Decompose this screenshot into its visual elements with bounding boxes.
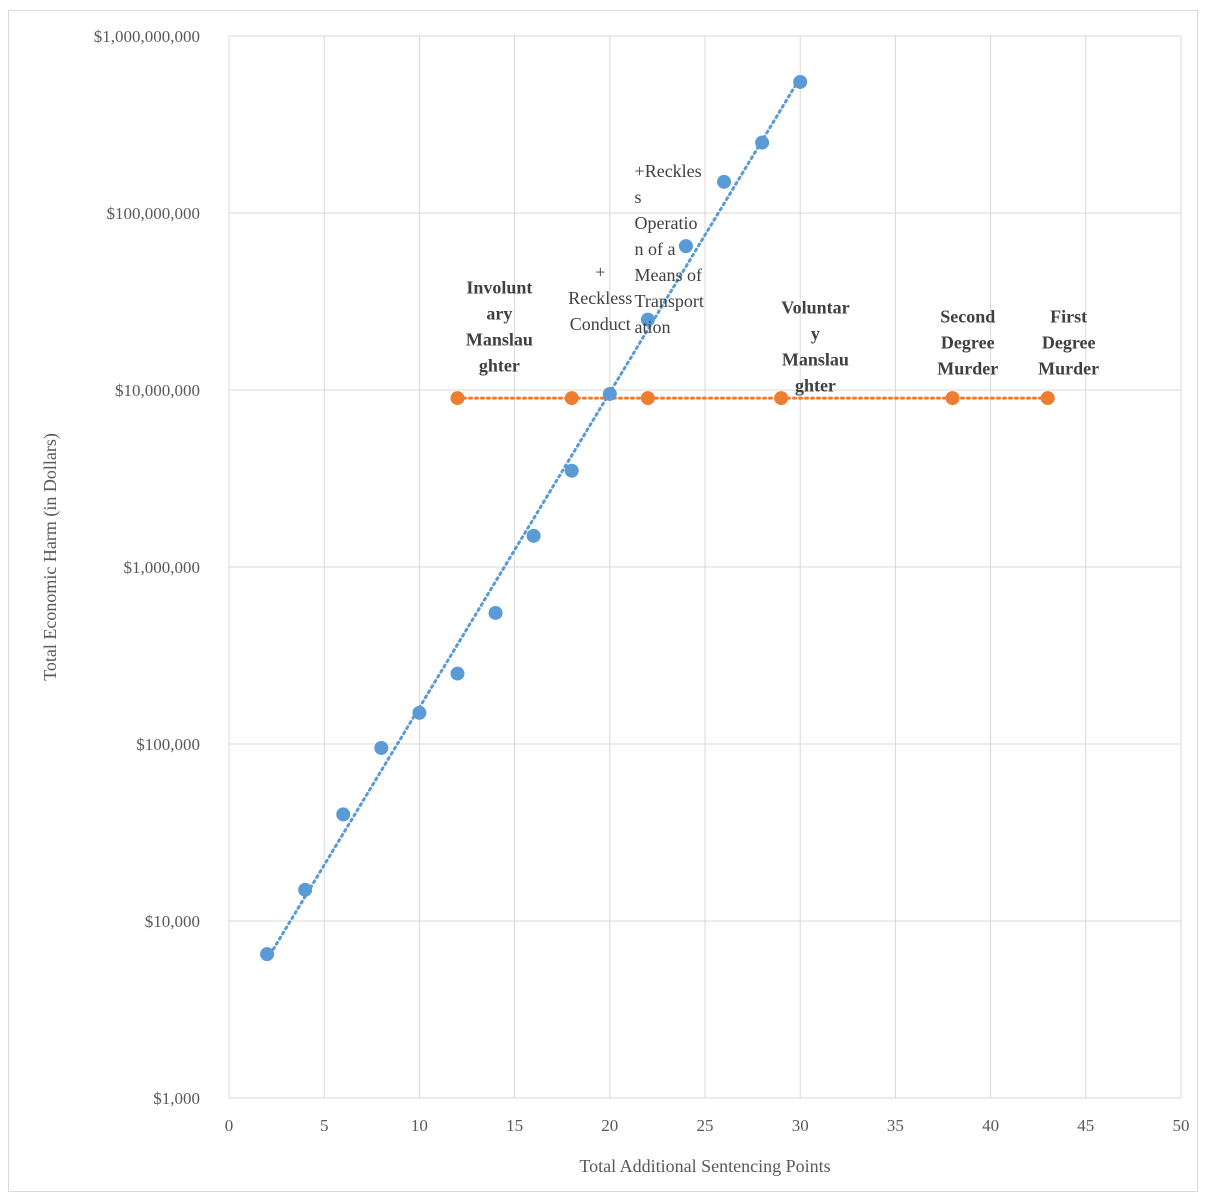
grid-layer xyxy=(228,35,1182,1099)
y-tick-label: $1,000,000 xyxy=(124,558,201,577)
annotation-line: Operatio xyxy=(635,213,698,233)
annotation-line: Manslau xyxy=(782,350,849,370)
annotation-label: + Reckless Conduct xyxy=(568,262,632,334)
annotation-line: n of a xyxy=(635,239,676,259)
annotation-line: ary xyxy=(486,304,512,324)
x-tick-label: 15 xyxy=(506,1116,523,1135)
series-1-point xyxy=(945,391,960,406)
annotation-line: ghter xyxy=(479,356,520,376)
x-tick-label: 35 xyxy=(887,1116,904,1135)
annotation-layer: Involunt ary Manslau ghter+ Reckless Conduct+… xyxy=(466,161,1099,396)
series-0-point xyxy=(298,882,313,897)
y-tick-label: $10,000,000 xyxy=(115,381,200,400)
series-0-point xyxy=(260,947,275,962)
x-tick-label: 0 xyxy=(225,1116,234,1135)
annotation-line: Involunt xyxy=(466,278,532,298)
y-tick-label: $1,000 xyxy=(153,1089,200,1108)
annotation-line: Degree xyxy=(1042,333,1096,353)
annotation-line: Conduct xyxy=(570,314,631,334)
annotation-label: Second Degree Murder xyxy=(937,307,998,379)
x-tick-label: 40 xyxy=(982,1116,999,1135)
y-tick-label: $1,000,000,000 xyxy=(94,27,200,46)
annotation-line: Manslau xyxy=(466,330,533,350)
annotation-line: Means of xyxy=(635,265,702,285)
series-0-point xyxy=(374,740,389,755)
series-0-point xyxy=(450,666,465,681)
annotation-line: First xyxy=(1050,307,1087,327)
series-0-point xyxy=(526,528,541,543)
point-layer xyxy=(260,74,1055,962)
annotation-line: + xyxy=(595,262,605,282)
x-tick-label: 50 xyxy=(1173,1116,1190,1135)
annotation-line: +Reckles xyxy=(635,161,702,181)
series-0-point xyxy=(678,239,693,254)
y-axis-title: Total Economic Harm (in Dollars) xyxy=(40,433,61,681)
series-1-point xyxy=(774,391,789,406)
trendline-layer xyxy=(265,76,1050,962)
series-1-point xyxy=(1040,391,1055,406)
annotation-line: Second xyxy=(940,307,995,327)
series-1-point xyxy=(640,391,655,406)
annotation-line: Transport xyxy=(635,291,704,311)
series-0-point xyxy=(755,135,770,150)
series-1-point xyxy=(450,391,465,406)
annotation-label: +Reckles s Operatio n of a Means of Transport… xyxy=(635,161,704,337)
series-0-point xyxy=(640,312,655,327)
y-tick-label: $10,000 xyxy=(145,912,200,931)
series-0-point xyxy=(412,705,427,720)
annotation-line: ghter xyxy=(795,376,836,396)
x-tick-label: 10 xyxy=(411,1116,428,1135)
chart-frame xyxy=(8,10,1198,1192)
series-0-point xyxy=(717,174,732,189)
x-tick-label: 25 xyxy=(697,1116,714,1135)
annotation-label: First Degree Murder xyxy=(1038,307,1099,379)
series-0-point xyxy=(564,463,579,478)
axis-layer: 0 5 10 15 20 25 30 35 40 45 50 $1,000 $10,000 $100,00… xyxy=(94,27,1190,1135)
series-0-point xyxy=(793,74,808,89)
x-tick-label: 30 xyxy=(792,1116,809,1135)
annotation-line: y xyxy=(811,324,820,344)
series-1-point xyxy=(564,391,579,406)
annotation-line: ation xyxy=(635,317,671,337)
annotation-label: Involunt ary Manslau ghter xyxy=(466,278,533,376)
series-0-point xyxy=(336,807,351,822)
annotation-line: Murder xyxy=(937,359,998,379)
annotation-line: Voluntar xyxy=(781,298,849,318)
annotation-line: Degree xyxy=(941,333,995,353)
y-tick-label: $100,000,000 xyxy=(107,204,201,223)
series-0-trendline xyxy=(265,76,802,962)
series-0-point xyxy=(488,605,503,620)
annotation-line: Reckless xyxy=(568,288,632,308)
y-tick-label: $100,000 xyxy=(136,735,200,754)
x-tick-label: 20 xyxy=(601,1116,618,1135)
x-tick-label: 45 xyxy=(1077,1116,1094,1135)
annotation-label: Voluntar y Manslau ghter xyxy=(781,298,849,396)
series-0-point xyxy=(602,386,617,401)
x-tick-label: 5 xyxy=(320,1116,329,1135)
annotation-line: Murder xyxy=(1038,359,1099,379)
x-axis-title: Total Additional Sentencing Points xyxy=(579,1156,830,1176)
annotation-line: s xyxy=(635,187,642,207)
